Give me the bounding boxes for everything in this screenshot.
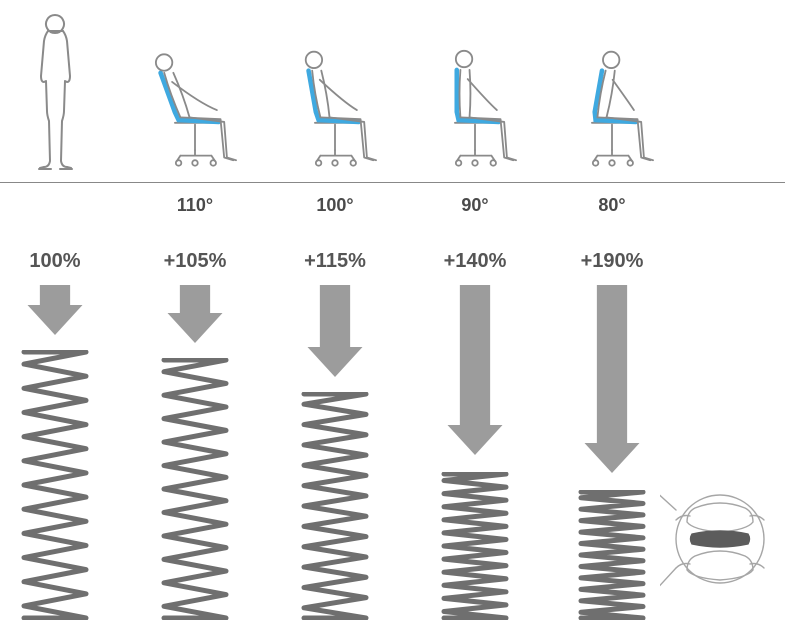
angle-label: 100° — [305, 195, 365, 216]
percent-label: +140% — [435, 250, 515, 273]
percent-label: +115% — [295, 250, 375, 273]
posture-seated-90 — [405, 28, 545, 183]
spring-icon — [440, 472, 510, 625]
angle-label: 80° — [582, 195, 642, 216]
spring-icon — [160, 358, 230, 625]
load-arrow — [308, 285, 363, 377]
load-arrow — [28, 285, 83, 335]
posture-seated-80 — [542, 28, 682, 183]
spring-icon — [20, 350, 90, 625]
vertebra-inset-icon — [660, 478, 780, 618]
posture-seated-100 — [265, 28, 405, 183]
load-arrow — [168, 285, 223, 343]
percent-label: 100% — [15, 250, 95, 273]
spring-icon — [577, 490, 647, 625]
angle-label: 90° — [445, 195, 505, 216]
angle-label: 110° — [165, 195, 225, 216]
percent-label: +105% — [155, 250, 235, 273]
posture-seated-110 — [125, 28, 265, 183]
load-arrow — [448, 285, 503, 455]
posture-standing — [15, 8, 95, 180]
percent-label: +190% — [572, 250, 652, 273]
spring-icon — [300, 392, 370, 625]
load-arrow — [585, 285, 640, 473]
